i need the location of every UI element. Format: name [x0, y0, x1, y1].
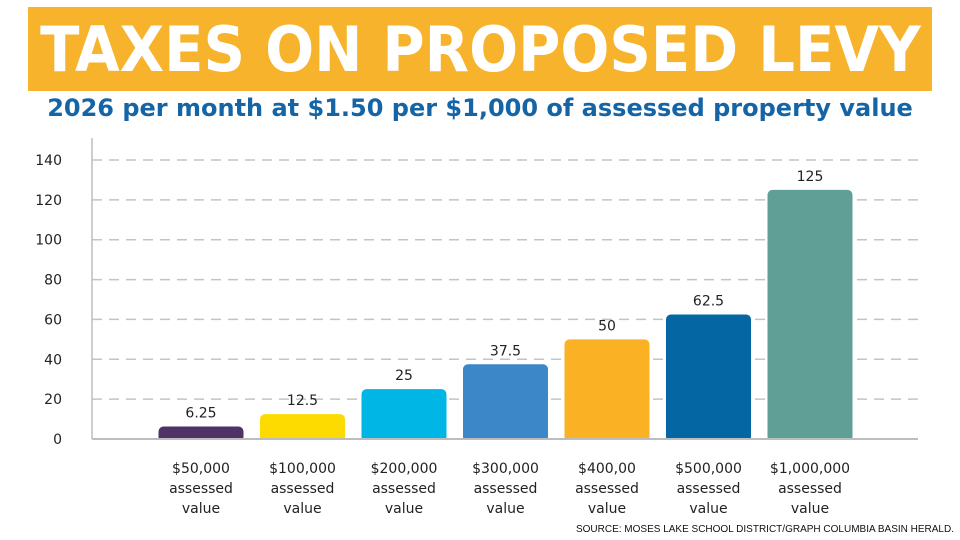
- bar: [767, 189, 853, 442]
- x-tick-label: value: [385, 501, 423, 517]
- title-banner: TAXES ON PROPOSED LEVY: [28, 7, 932, 91]
- x-tick-label: value: [283, 501, 321, 517]
- bar: [260, 414, 345, 442]
- x-tick-label: assessed: [575, 481, 639, 497]
- y-tick-label: 20: [44, 392, 62, 408]
- y-tick-label: 40: [44, 352, 62, 368]
- x-tick-label: $300,000: [472, 461, 539, 477]
- x-tick-label: assessed: [169, 481, 233, 497]
- data-label: 62.5: [693, 293, 724, 309]
- x-tick-label: assessed: [778, 481, 842, 497]
- x-tick-label: value: [182, 501, 220, 517]
- data-label: 50: [598, 318, 616, 334]
- y-tick-label: 80: [44, 273, 62, 289]
- data-label: 6.25: [185, 406, 216, 422]
- y-tick-label: 120: [35, 193, 62, 209]
- y-tick-label: 60: [44, 312, 62, 328]
- y-tick-label: 140: [35, 153, 62, 169]
- y-tick-label: 0: [53, 432, 62, 448]
- baseline-mask: [91, 440, 919, 444]
- x-tick-label: $100,000: [269, 461, 336, 477]
- chart-title: TAXES ON PROPOSED LEVY: [39, 12, 921, 86]
- data-label: 25: [395, 368, 413, 384]
- x-tick-label: assessed: [474, 481, 538, 497]
- data-label: 37.5: [490, 343, 521, 359]
- source-note: SOURCE: MOSES LAKE SCHOOL DISTRICT/GRAPH…: [575, 524, 954, 535]
- bar: [666, 314, 751, 442]
- data-label: 125: [797, 169, 824, 185]
- x-tick-label: value: [486, 501, 524, 517]
- x-tick-label: assessed: [677, 481, 741, 497]
- bar: [564, 339, 650, 442]
- x-tick-label: $50,000: [172, 461, 230, 477]
- x-tick-label: value: [689, 501, 727, 517]
- y-tick-label: 100: [35, 233, 62, 249]
- bar: [463, 364, 548, 442]
- x-tick-label: value: [588, 501, 626, 517]
- data-label: 12.5: [287, 393, 318, 409]
- chart-subtitle: 2026 per month at $1.50 per $1,000 of as…: [47, 94, 913, 122]
- bar: [361, 389, 447, 442]
- x-tick-label: assessed: [271, 481, 335, 497]
- x-tick-label: $500,000: [675, 461, 742, 477]
- x-tick-label: assessed: [372, 481, 436, 497]
- x-tick-label: $1,000,000: [770, 461, 850, 477]
- x-tick-label: $400,00: [578, 461, 636, 477]
- x-tick-label: value: [791, 501, 829, 517]
- x-tick-label: $200,000: [371, 461, 438, 477]
